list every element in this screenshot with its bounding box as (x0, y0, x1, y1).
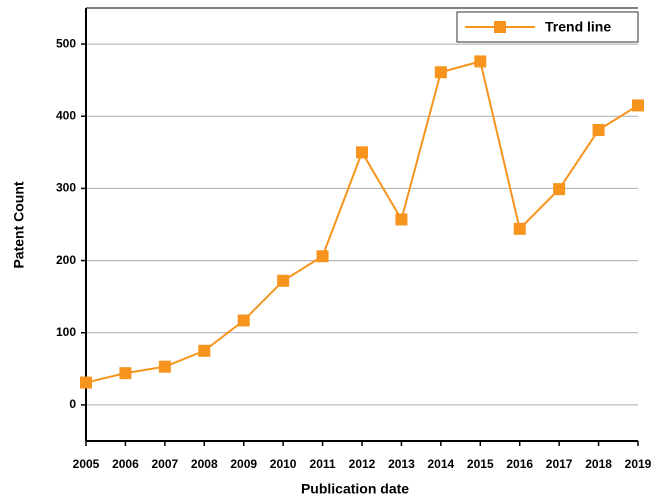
marker (316, 250, 329, 263)
x-tick-label: 2011 (310, 457, 336, 471)
marker (434, 66, 447, 79)
x-tick-label: 2006 (112, 457, 139, 471)
y-tick-label: 400 (56, 108, 76, 122)
x-tick-label: 2018 (585, 457, 612, 471)
marker (632, 99, 644, 112)
legend-label: Trend line (545, 19, 611, 35)
x-tick-label: 2010 (270, 457, 297, 471)
marker (158, 360, 171, 373)
marker (395, 213, 408, 226)
marker (474, 55, 487, 68)
y-tick-label: 0 (69, 397, 76, 411)
x-tick-label: 2014 (428, 457, 455, 471)
x-tick-label: 2012 (349, 457, 376, 471)
marker (513, 222, 526, 235)
series-line (85, 60, 639, 384)
marker (277, 274, 290, 287)
y-axis-label: Patent Count (11, 181, 27, 268)
marker (237, 314, 250, 327)
x-tick-label: 2013 (388, 457, 415, 471)
x-tick-label: 2015 (467, 457, 494, 471)
y-tick-label: 200 (56, 253, 76, 267)
marker (119, 367, 132, 380)
marker (198, 344, 211, 357)
x-axis-label: Publication date (301, 481, 409, 497)
y-tick-label: 500 (56, 36, 76, 50)
x-tick-label: 2016 (506, 457, 533, 471)
marker (553, 183, 566, 196)
x-tick-label: 2008 (191, 457, 218, 471)
marker (592, 123, 605, 136)
x-tick-label: 2005 (73, 457, 100, 471)
x-tick-label: 2009 (230, 457, 257, 471)
x-tick-label: 2017 (546, 457, 573, 471)
x-tick-label: 2007 (152, 457, 179, 471)
legend-marker (494, 21, 506, 33)
x-tick-label: 2019 (625, 457, 651, 471)
y-tick-label: 100 (56, 325, 76, 339)
y-tick-label: 300 (56, 181, 76, 195)
marker (80, 376, 92, 389)
marker (356, 146, 368, 159)
